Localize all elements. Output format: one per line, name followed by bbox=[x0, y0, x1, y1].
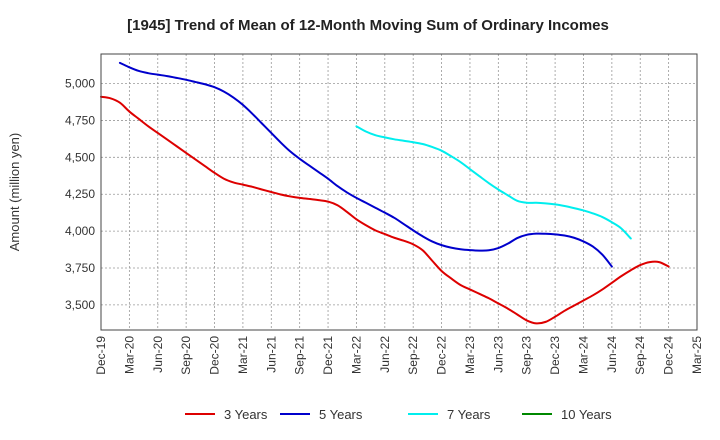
x-tick-label: Mar-22 bbox=[349, 336, 363, 374]
x-tick-label: Jun-23 bbox=[491, 336, 505, 373]
x-tick-label: Jun-20 bbox=[151, 336, 165, 373]
x-tick-label: Sep-24 bbox=[633, 336, 647, 375]
chart-title: [1945] Trend of Mean of 12-Month Moving … bbox=[127, 17, 609, 34]
x-tick-label: Dec-20 bbox=[208, 336, 222, 375]
x-tick-label: Dec-23 bbox=[548, 336, 562, 375]
x-tick-label: Sep-23 bbox=[520, 336, 534, 375]
x-tick-label: Sep-21 bbox=[293, 336, 307, 375]
legend: 3 Years 5 Years 7 Years 10 Years bbox=[185, 407, 612, 422]
x-tick-label: Jun-22 bbox=[378, 336, 392, 373]
y-tick-label: 4,500 bbox=[65, 150, 95, 164]
x-tick-label: Mar-24 bbox=[576, 336, 590, 374]
legend-label: 5 Years bbox=[319, 407, 363, 422]
legend-label: 10 Years bbox=[561, 407, 612, 422]
y-tick-label: 4,250 bbox=[65, 187, 95, 201]
legend-label: 3 Years bbox=[224, 407, 268, 422]
x-tick-label: Dec-21 bbox=[321, 336, 335, 375]
x-axis-ticks: Dec-19 Mar-20 Jun-20 Sep-20 Dec-20 Mar-21 Jun-… bbox=[94, 336, 704, 375]
series-line-3-years bbox=[100, 95, 670, 325]
y-tick-label: 3,750 bbox=[65, 261, 95, 275]
x-tick-label: Mar-20 bbox=[122, 336, 136, 374]
y-tick-label: 3,500 bbox=[65, 298, 95, 312]
x-tick-label: Sep-20 bbox=[179, 336, 193, 375]
y-tick-label: 5,000 bbox=[65, 77, 95, 91]
legend-label: 7 Years bbox=[447, 407, 491, 422]
y-axis-label: Amount (million yen) bbox=[7, 133, 22, 252]
plot-frame bbox=[100, 53, 698, 331]
x-tick-label: Sep-22 bbox=[406, 336, 420, 375]
x-tick-label: Mar-21 bbox=[236, 336, 250, 374]
x-tick-label: Dec-19 bbox=[94, 336, 108, 375]
x-tick-label: Mar-23 bbox=[463, 336, 477, 374]
x-tick-label: Dec-22 bbox=[435, 336, 449, 375]
series-lines bbox=[100, 61, 670, 325]
x-tick-label: Mar-25 bbox=[690, 336, 704, 374]
series-line-5-years bbox=[118, 61, 613, 268]
y-tick-label: 4,750 bbox=[65, 113, 95, 127]
x-tick-label: Jun-21 bbox=[264, 336, 278, 373]
y-tick-label: 4,000 bbox=[65, 224, 95, 238]
x-tick-label: Jun-24 bbox=[605, 336, 619, 373]
grid bbox=[100, 54, 698, 330]
series-line-7-years bbox=[355, 125, 632, 240]
y-axis-ticks: 3,500 3,750 4,000 4,250 4,500 4,750 5,000 bbox=[65, 77, 95, 312]
x-tick-label: Dec-24 bbox=[662, 336, 676, 375]
